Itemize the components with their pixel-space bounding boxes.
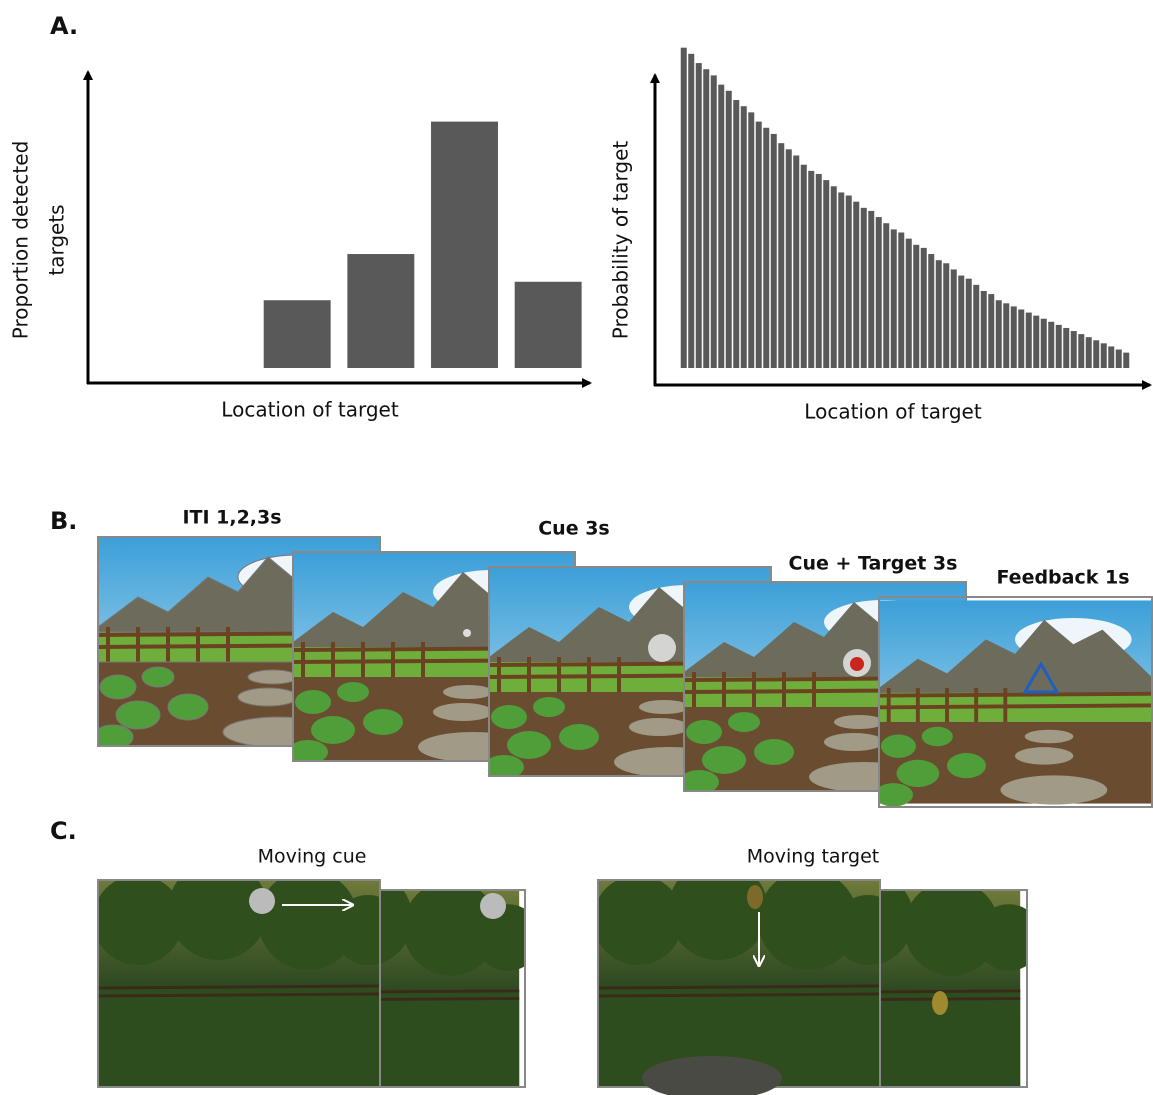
bar xyxy=(906,239,912,368)
bar xyxy=(883,223,889,368)
trial-sequence: ITI 1,2,3s Cue 3s Cue + Target 3s Feedba… xyxy=(93,507,1153,808)
bar xyxy=(703,69,709,368)
bar xyxy=(1018,309,1024,368)
bar xyxy=(1063,328,1069,368)
bar xyxy=(1123,353,1129,368)
bar xyxy=(1048,322,1054,368)
bar xyxy=(943,263,949,368)
bar xyxy=(515,282,582,368)
cue xyxy=(648,634,676,662)
bar xyxy=(838,192,844,368)
bar xyxy=(823,180,829,368)
bar xyxy=(868,211,874,368)
y-axis-label: targets xyxy=(45,204,69,275)
figure: A. B. C. ITI 1,2,3s Cue 3s Cue + Target … xyxy=(0,0,1153,1095)
y-axis-label: Proportion detected xyxy=(9,141,33,340)
bar xyxy=(1078,334,1084,368)
example-label: Moving target xyxy=(747,846,879,868)
bar xyxy=(958,276,964,368)
cue xyxy=(249,888,275,914)
bar xyxy=(898,232,904,368)
pear xyxy=(747,885,763,909)
panel-label: A. xyxy=(50,12,78,40)
bar xyxy=(1026,313,1032,368)
x-axis-label: Location of target xyxy=(221,398,399,422)
bar xyxy=(861,208,867,368)
bar xyxy=(1093,340,1099,368)
bar xyxy=(928,254,934,368)
bar xyxy=(973,285,979,368)
ladybug xyxy=(850,657,864,671)
bar xyxy=(711,75,717,368)
bar xyxy=(951,269,957,368)
example-label: Moving cue xyxy=(258,846,367,868)
step-label: ITI 1,2,3s xyxy=(182,507,281,529)
bar xyxy=(846,196,852,368)
panel-label: B. xyxy=(50,507,77,535)
pear xyxy=(932,991,948,1015)
bar xyxy=(808,171,814,368)
bar xyxy=(1003,303,1009,368)
moving-examples: Moving cue Moving target xyxy=(93,846,1042,1095)
bar xyxy=(1101,343,1107,368)
cue xyxy=(480,893,506,919)
bar xyxy=(681,48,687,368)
bar xyxy=(913,245,919,368)
bar xyxy=(264,300,331,368)
panel-label: C. xyxy=(50,817,77,845)
bar xyxy=(347,254,414,368)
y-axis-label: Probability of target xyxy=(609,141,633,340)
bar xyxy=(988,294,994,368)
bar xyxy=(741,106,747,368)
bar xyxy=(921,248,927,368)
cue-dot xyxy=(463,629,471,637)
step-label: Cue 3s xyxy=(538,518,610,540)
bar xyxy=(1056,325,1062,368)
bar xyxy=(763,128,769,368)
bar xyxy=(1116,350,1122,368)
bar xyxy=(778,143,784,368)
bar xyxy=(733,100,739,368)
bar xyxy=(793,155,799,368)
bar xyxy=(756,122,762,368)
bar xyxy=(748,112,754,368)
bar xyxy=(1071,331,1077,368)
bar xyxy=(1108,346,1114,368)
bar xyxy=(1033,316,1039,368)
bar xyxy=(831,186,837,368)
bar xyxy=(966,279,972,368)
bar xyxy=(876,217,882,368)
bar xyxy=(786,149,792,368)
bar xyxy=(431,122,498,368)
bar xyxy=(726,91,732,368)
bar xyxy=(771,134,777,368)
scene xyxy=(874,600,1153,806)
bar xyxy=(996,300,1002,368)
scene xyxy=(93,860,403,1087)
bar xyxy=(816,174,822,368)
bar xyxy=(718,85,724,368)
bar xyxy=(801,165,807,368)
bar xyxy=(696,63,702,368)
bar xyxy=(688,54,694,368)
bar xyxy=(853,202,859,368)
bar xyxy=(891,229,897,368)
step-label: Cue + Target 3s xyxy=(789,553,958,575)
bar xyxy=(1011,306,1017,368)
bar xyxy=(1086,337,1092,368)
bar xyxy=(1041,319,1047,368)
step-label: Feedback 1s xyxy=(996,567,1129,589)
x-axis-label: Location of target xyxy=(804,400,982,424)
bar xyxy=(936,260,942,368)
bar xyxy=(981,291,987,368)
